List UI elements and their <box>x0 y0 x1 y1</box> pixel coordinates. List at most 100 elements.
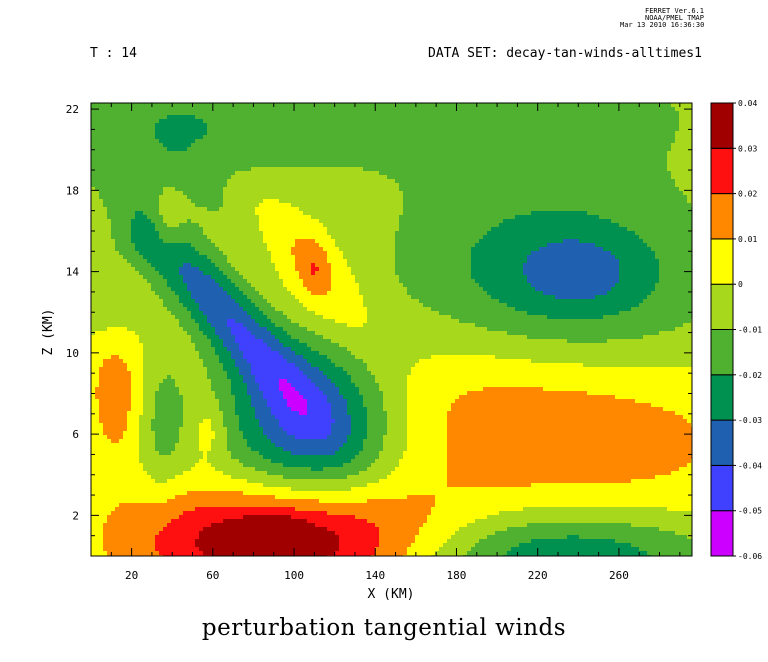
heatmap-cell <box>555 123 560 128</box>
heatmap-cell <box>227 203 232 208</box>
heatmap-cell <box>343 107 348 112</box>
heatmap-cell <box>523 131 528 136</box>
heatmap-cell <box>319 103 324 108</box>
heatmap-cell <box>535 139 540 144</box>
heatmap-cell <box>351 107 356 112</box>
heatmap-cell <box>295 183 300 188</box>
heatmap-cell <box>631 103 636 108</box>
heatmap-cell <box>115 163 120 168</box>
heatmap-cell <box>347 199 352 204</box>
heatmap-cell <box>591 187 596 192</box>
heatmap-cell <box>387 143 392 148</box>
heatmap-cell <box>587 151 592 156</box>
heatmap-cell <box>599 191 604 196</box>
heatmap-cell <box>527 191 532 196</box>
heatmap-cell <box>115 215 120 220</box>
heatmap-cell <box>575 119 580 124</box>
heatmap-cell <box>235 167 240 172</box>
heatmap-cell <box>651 191 656 196</box>
heatmap-cell <box>487 127 492 132</box>
heatmap-cell <box>167 143 172 148</box>
heatmap-cell <box>667 231 672 236</box>
heatmap-cell <box>191 207 196 212</box>
heatmap-cell <box>247 191 252 196</box>
heatmap-cell <box>359 159 364 164</box>
heatmap-cell <box>195 195 200 200</box>
heatmap-cell <box>287 211 292 216</box>
heatmap-cell <box>275 215 280 220</box>
heatmap-cell <box>603 203 608 208</box>
heatmap-cell <box>555 191 560 196</box>
heatmap-cell <box>559 219 564 224</box>
heatmap-cell <box>323 227 328 232</box>
heatmap-cell <box>323 131 328 136</box>
heatmap-cell <box>475 155 480 160</box>
heatmap-cell <box>375 131 380 136</box>
heatmap-cell <box>159 135 164 140</box>
heatmap-cell <box>379 223 384 228</box>
heatmap-cell <box>175 147 180 152</box>
heatmap-cell <box>539 159 544 164</box>
heatmap-cell <box>527 147 532 152</box>
heatmap-cell <box>451 191 456 196</box>
heatmap-cell <box>367 171 372 176</box>
heatmap-cell <box>343 207 348 212</box>
heatmap-cell <box>235 119 240 124</box>
heatmap-cell <box>683 223 688 228</box>
heatmap-cell <box>463 107 468 112</box>
heatmap-cell <box>439 167 444 172</box>
heatmap-cell <box>663 215 668 220</box>
heatmap-cell <box>675 115 680 120</box>
heatmap-cell <box>619 107 624 112</box>
heatmap-cell <box>191 231 196 236</box>
heatmap-cell <box>439 203 444 208</box>
heatmap-cell <box>139 171 144 176</box>
heatmap-cell <box>363 183 368 188</box>
heatmap-cell <box>435 207 440 212</box>
heatmap-cell <box>371 175 376 180</box>
heatmap-cell <box>471 179 476 184</box>
heatmap-cell <box>387 187 392 192</box>
heatmap-cell <box>163 159 168 164</box>
heatmap-cell <box>643 143 648 148</box>
heatmap-cell <box>119 179 124 184</box>
heatmap-cell <box>467 111 472 116</box>
heatmap-cell <box>439 155 444 160</box>
heatmap-cell <box>579 171 584 176</box>
heatmap-cell <box>387 115 392 120</box>
heatmap-cell <box>203 127 208 132</box>
heatmap-cell <box>355 151 360 156</box>
heatmap-cell <box>355 163 360 168</box>
heatmap-cell <box>611 203 616 208</box>
heatmap-cell <box>219 207 224 212</box>
heatmap-cell <box>507 123 512 128</box>
heatmap-cell <box>455 135 460 140</box>
heatmap-cell <box>399 155 404 160</box>
heatmap-cell <box>183 115 188 120</box>
heatmap-cell <box>635 231 640 236</box>
heatmap-cell <box>215 215 220 220</box>
heatmap-cell <box>659 171 664 176</box>
heatmap-cell <box>271 223 276 228</box>
heatmap-cell <box>595 159 600 164</box>
heatmap-cell <box>387 203 392 208</box>
heatmap-cell <box>363 187 368 192</box>
heatmap-cell <box>411 203 416 208</box>
heatmap-cell <box>315 211 320 216</box>
heatmap-cell <box>523 111 528 116</box>
heatmap-cell <box>519 179 524 184</box>
heatmap-cell <box>211 179 216 184</box>
heatmap-cell <box>535 199 540 204</box>
heatmap-cell <box>419 127 424 132</box>
heatmap-cell <box>411 131 416 136</box>
heatmap-cell <box>267 215 272 220</box>
heatmap-cell <box>107 159 112 164</box>
heatmap-cell <box>639 227 644 232</box>
heatmap-cell <box>251 135 256 140</box>
heatmap-cell <box>271 215 276 220</box>
heatmap-cell <box>187 115 192 120</box>
heatmap-cell <box>271 227 276 232</box>
heatmap-cell <box>659 131 664 136</box>
heatmap-cell <box>231 131 236 136</box>
heatmap-cell <box>523 107 528 112</box>
